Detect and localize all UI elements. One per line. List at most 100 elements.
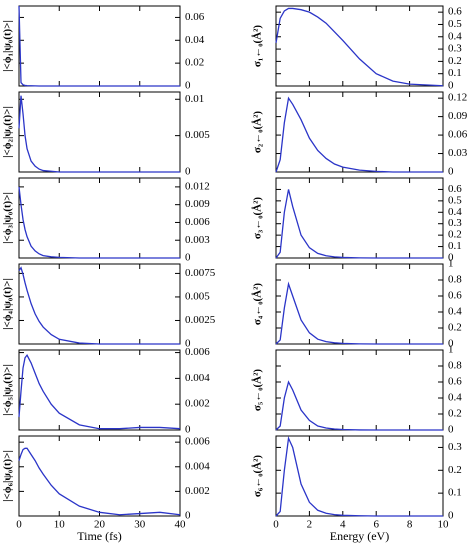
y-tick-label: 0.5 — [448, 194, 462, 206]
y-tick-label: 0.5 — [448, 18, 462, 30]
x-tick-label: 10 — [54, 519, 66, 531]
x-tick-label: 20 — [94, 519, 106, 531]
data-line — [275, 281, 443, 345]
x-tick-label: 6 — [373, 519, 379, 531]
y-tick-label: 1 — [448, 344, 454, 356]
panel-frame — [275, 5, 444, 87]
y-tick-label: 0.09 — [448, 110, 468, 122]
x-tick-label: 8 — [407, 519, 413, 531]
panel-frame — [18, 435, 181, 517]
y-axis-label: σ₆←₀(Å²) — [252, 455, 264, 497]
y-tick-label: 0.4 — [448, 392, 462, 404]
y-axis-label: σ₁←₀(Å²) — [252, 25, 264, 67]
y-tick-label: 0.004 — [185, 460, 210, 472]
y-tick-label: 0 — [448, 80, 454, 92]
y-tick-label: 0.2 — [448, 229, 462, 241]
y-tick-label: 0 — [448, 252, 454, 264]
y-tick-label: 0.6 — [448, 290, 462, 302]
y-axis-label: |<ϕ₁|ψ₀(t)>| — [2, 20, 14, 72]
x-tick-label: 0 — [273, 519, 279, 531]
data-line — [275, 435, 443, 517]
y-tick-label: 0 — [448, 424, 454, 436]
x-tick-label: 4 — [340, 519, 346, 531]
y-tick-label: 0.005 — [185, 290, 210, 302]
data-line — [275, 380, 443, 431]
y-tick-label: 0 — [185, 338, 191, 350]
y-tick-label: 0.6 — [448, 183, 462, 195]
y-tick-label: 0 — [185, 166, 191, 178]
y-tick-label: 0.1 — [448, 67, 462, 79]
y-tick-label: 0.004 — [185, 372, 210, 384]
y-tick-label: 0 — [448, 510, 454, 522]
y-tick-label: 0.6 — [448, 6, 462, 18]
data-line — [18, 95, 180, 173]
y-tick-label: 0.03 — [448, 147, 468, 159]
y-tick-label: 0.06 — [448, 129, 468, 141]
panel-frame — [18, 5, 181, 87]
panel-frame — [275, 349, 444, 431]
y-tick-label: 0.1 — [448, 487, 462, 499]
y-tick-label: 0.4 — [448, 206, 462, 218]
y-tick-label: 0.2 — [448, 464, 462, 476]
x-axis-label: Time (fs) — [77, 529, 122, 543]
data-line — [18, 447, 181, 516]
y-tick-label: 0.006 — [185, 436, 210, 448]
y-axis-label: |<ϕ₆|ψ₀(t)>| — [2, 450, 14, 502]
y-tick-label: 0 — [185, 424, 191, 436]
y-tick-label: 0.4 — [448, 30, 462, 42]
y-tick-label: 0 — [185, 510, 191, 522]
y-tick-label: 0 — [185, 252, 191, 264]
data-line — [18, 266, 180, 345]
y-tick-label: 0.005 — [185, 129, 210, 141]
y-tick-label: 0.2 — [448, 322, 462, 334]
y-tick-label: 0.01 — [185, 93, 204, 105]
panel-frame — [275, 177, 444, 259]
y-tick-label: 0.003 — [185, 234, 210, 246]
y-tick-label: 0.8 — [448, 360, 462, 372]
y-tick-label: 0 — [448, 166, 454, 178]
x-tick-label: 40 — [175, 519, 187, 531]
panel-frame — [18, 263, 181, 345]
y-tick-label: 0.002 — [185, 398, 210, 410]
y-tick-label: 0.12 — [448, 92, 467, 104]
x-axis-label: Energy (eV) — [330, 529, 389, 543]
x-tick-label: 30 — [134, 519, 146, 531]
y-tick-label: 0.2 — [448, 408, 462, 420]
y-tick-label: 0.8 — [448, 274, 462, 286]
y-tick-label: 0.1 — [448, 240, 462, 252]
x-tick-label: 2 — [307, 519, 313, 531]
y-tick-label: 0.012 — [185, 180, 210, 192]
panel-frame — [275, 263, 444, 345]
data-line — [18, 5, 180, 87]
y-tick-label: 0.006 — [185, 346, 210, 358]
y-tick-label: 0.006 — [185, 216, 210, 228]
data-line — [18, 186, 180, 259]
y-tick-label: 0.3 — [448, 217, 462, 229]
y-tick-label: 0.4 — [448, 306, 462, 318]
y-tick-label: 0.6 — [448, 376, 462, 388]
y-tick-label: 0 — [448, 338, 454, 350]
panel-frame — [275, 435, 444, 517]
data-line — [275, 189, 443, 259]
y-tick-label: 0.002 — [185, 485, 210, 497]
y-tick-label: 0.06 — [185, 11, 205, 23]
y-axis-label: |<ϕ₅|ψ₀(t)>| — [2, 364, 14, 416]
data-line — [18, 353, 181, 430]
data-line — [275, 7, 444, 87]
x-tick-label: 0 — [16, 519, 22, 531]
y-axis-label: σ₄←₀(Å²) — [252, 283, 264, 325]
y-axis-label: |<ϕ₂|ψ₀(t)>| — [2, 106, 14, 158]
y-axis-label: |<ϕ₄|ψ₀(t)>| — [2, 278, 14, 330]
panel-frame — [275, 91, 444, 173]
y-tick-label: 0 — [185, 80, 191, 92]
y-tick-label: 0.04 — [185, 34, 205, 46]
y-axis-label: |<ϕ₃|ψ₀(t)>| — [2, 192, 14, 244]
y-tick-label: 0.009 — [185, 198, 210, 210]
y-tick-label: 0.3 — [448, 43, 462, 55]
data-line — [275, 96, 443, 173]
y-axis-label: σ₃←₀(Å²) — [252, 197, 264, 239]
panel-frame — [18, 91, 181, 173]
panel-frame — [18, 177, 181, 259]
y-axis-label: σ₅←₀(Å²) — [252, 369, 264, 411]
y-tick-label: 0.0025 — [185, 314, 216, 326]
